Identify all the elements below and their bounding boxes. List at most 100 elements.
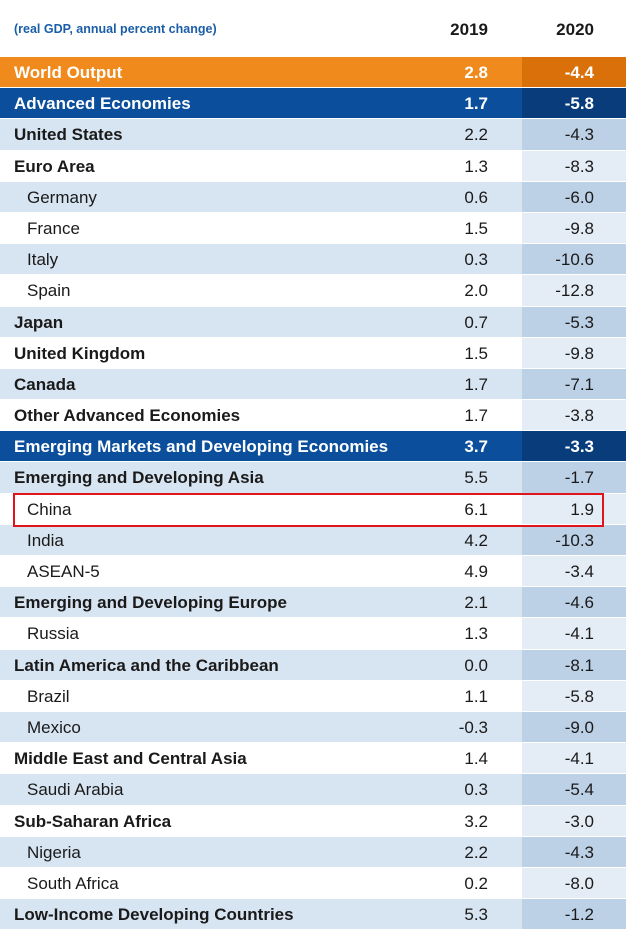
value-2020: -8.1 [564,655,594,675]
value-2019: 1.4 [464,749,488,769]
row-label: Low-Income Developing Countries [14,905,294,925]
value-2019: 1.7 [464,94,488,114]
value-2020: -3.8 [564,406,594,426]
table-body: World Output 2.8 -4.4 Advanced Economies 1.7… [0,57,626,931]
value-2020: -5.4 [564,780,594,800]
column-2020-shading [522,150,626,181]
table-row: South Africa 0.2 -8.0 [0,867,626,900]
row-label: Middle East and Central Asia [14,749,247,769]
table-row: ASEAN-5 4.9 -3.4 [0,556,626,588]
column-2020-shading [522,805,626,836]
value-2019: 1.5 [464,343,488,363]
table-row: Italy 0.3 -10.6 [0,244,626,276]
table-row: India 4.2 -10.3 [0,524,626,556]
value-2020: -9.8 [564,343,594,363]
column-2020-shading [522,587,626,618]
column-2020-shading [522,244,626,275]
column-2020-shading [522,212,626,244]
row-label: Sub-Saharan Africa [14,811,172,831]
value-2020: -3.3 [564,437,594,457]
value-2020: -3.0 [564,811,594,831]
value-2019: 1.7 [464,374,488,394]
value-2019: 1.7 [464,406,488,426]
table-row: Spain 2.0 -12.8 [0,275,626,307]
table-row: United Kingdom 1.5 -9.8 [0,337,626,369]
column-2020-shading [522,680,626,711]
row-label: Nigeria [27,842,81,862]
value-2019: 5.3 [464,905,488,925]
value-2019: 1.1 [464,686,488,706]
column-header-2020: 2020 [556,20,594,39]
value-2020: -7.1 [564,374,594,394]
value-2020: -4.3 [564,842,594,862]
table-row: Emerging and Developing Asia 5.5 -1.7 [0,462,626,494]
column-2020-shading [522,774,626,805]
row-label: Italy [27,250,59,270]
value-2020: -8.3 [564,156,594,176]
row-label: China [27,499,72,519]
column-2020-shading [522,57,626,88]
column-2020-shading [522,899,626,930]
value-2019: 2.0 [464,281,488,301]
table-row: United States 2.2 -4.3 [0,119,626,151]
value-2020: -5.3 [564,312,594,332]
value-2020: -5.8 [564,686,594,706]
value-2019: -0.3 [458,717,488,737]
value-2020: -6.0 [564,187,594,207]
value-2020: -5.8 [564,94,594,114]
value-2020: -1.7 [564,468,594,488]
column-2020-shading [522,431,626,462]
table-caption: (real GDP, annual percent change) [14,22,217,36]
value-2019: 4.2 [464,530,488,550]
value-2019: 2.2 [464,125,488,145]
column-2020-shading [522,711,626,743]
value-2020: -4.4 [564,63,594,82]
table-header: (real GDP, annual percent change) 2019 2… [0,0,626,57]
value-2019: 0.2 [464,873,488,893]
value-2020: -8.0 [564,873,594,893]
value-2020: -1.2 [564,905,594,925]
value-2020: -4.3 [564,125,594,145]
table-row: Euro Area 1.3 -8.3 [0,150,626,182]
row-label: Other Advanced Economies [14,406,241,426]
value-2019: 5.5 [464,468,488,488]
table-row: Other Advanced Economies 1.7 -3.8 [0,400,626,432]
table-row: France 1.5 -9.8 [0,212,626,245]
row-label: Canada [14,374,76,394]
row-label: South Africa [27,873,119,893]
column-2020-shading [522,867,626,899]
value-2020: 1.9 [570,499,594,519]
row-label: Germany [27,187,97,207]
value-2020: -4.1 [564,749,594,769]
column-2020-shading [522,400,626,431]
row-label: United Kingdom [14,343,146,363]
value-2019: 0.6 [464,187,488,207]
value-2020: -12.8 [555,281,594,301]
column-2020-shading [522,743,626,774]
value-2019: 1.5 [464,218,488,238]
column-2020-shading [522,337,626,368]
row-label: India [27,530,64,550]
value-2019: 0.3 [464,250,488,270]
table-row: Low-Income Developing Countries 5.3 -1.2 [0,899,626,931]
column-2020-shading [522,556,626,587]
column-2020-shading [522,649,626,680]
column-2020-shading [522,368,626,400]
row-label: Mexico [27,717,81,737]
table-row: Germany 0.6 -6.0 [0,181,626,213]
column-2020-shading [522,275,626,306]
row-label: France [27,218,80,238]
row-label: United States [14,125,123,145]
value-2019: 0.3 [464,780,488,800]
value-2019: 0.0 [464,655,488,675]
value-2019: 2.8 [464,63,488,82]
column-2020-shading [522,181,626,212]
column-2020-shading [522,524,626,555]
column-2020-shading [522,306,626,337]
value-2019: 3.2 [464,811,488,831]
row-label: Emerging Markets and Developing Economie… [14,437,389,457]
row-label: Japan [14,312,64,332]
value-2020: -3.4 [564,562,594,581]
row-label: Advanced Economies [14,94,191,114]
